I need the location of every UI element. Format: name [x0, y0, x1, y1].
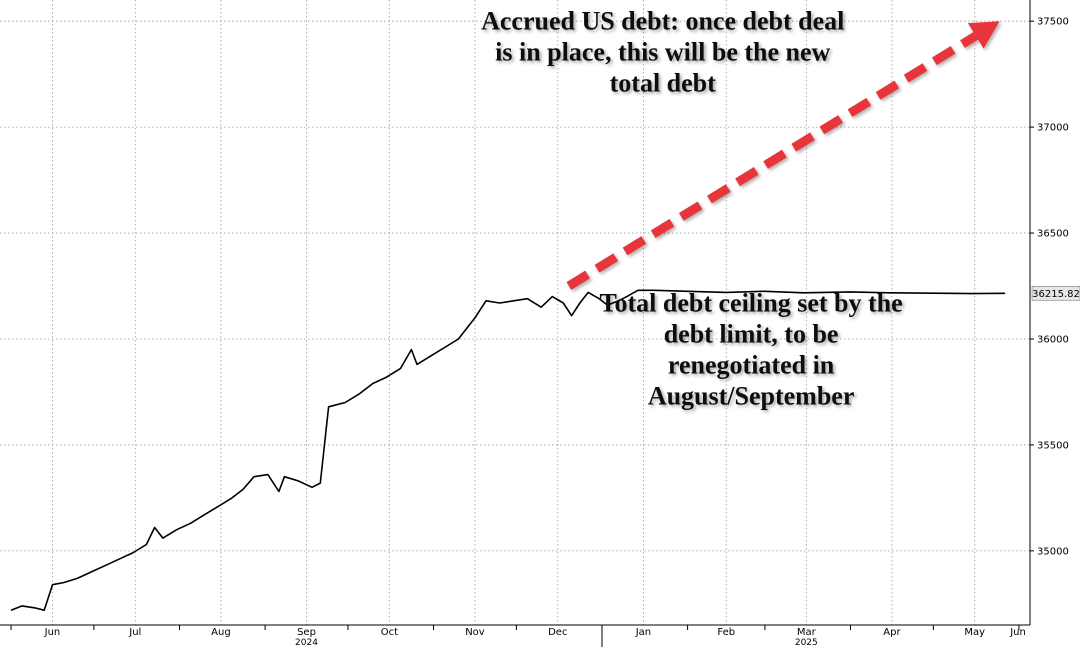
last-value-label: 36215.82 [1032, 289, 1080, 300]
annotation-debt-ceiling: Total debt ceiling set by the debt limit,… [600, 288, 903, 410]
y-tick-label: 35000 [1037, 546, 1069, 557]
annotation-line: August/September [648, 381, 855, 410]
x-tick-label: Apr [883, 627, 901, 638]
last-value-layer: 36215.82 [1031, 285, 1080, 301]
x-tick-label: Jul [128, 627, 141, 638]
y-tick-label: 37500 [1037, 17, 1069, 28]
debt-series-line [10, 289, 1006, 611]
projection-arrow-head [967, 21, 1000, 49]
annotation-accrued-debt: Accrued US debt: once debt deal is in pla… [481, 7, 844, 98]
x-tick-label: Jun [44, 627, 61, 638]
arrow-layer [566, 21, 1000, 290]
annotation-layer: Accrued US debt: once debt deal is in pla… [481, 7, 903, 411]
x-tick-label: Jun [1009, 627, 1026, 638]
x-tick-label: Oct [381, 627, 398, 638]
annotation-line: debt limit, to be [664, 319, 839, 348]
annotation-line: is in place, this will be the new [495, 38, 830, 67]
y-tick-label: 36000 [1037, 334, 1069, 345]
annotation-line: total debt [610, 69, 717, 98]
projection-arrow [566, 21, 1000, 290]
annotation-line: renegotiated in [668, 350, 835, 379]
x-year-label: 2025 [795, 638, 818, 647]
x-tick-label: May [964, 627, 985, 638]
annotation-line: Total debt ceiling set by the [600, 288, 903, 317]
grid-layer [0, 0, 1030, 625]
x-tick-label: Dec [548, 627, 567, 638]
y-tick-label: 35500 [1037, 440, 1069, 451]
x-tick-label: Jan [635, 627, 651, 638]
series-layer [10, 289, 1006, 611]
x-tick-label: Mar [797, 627, 817, 638]
y-tick-label: 36500 [1037, 229, 1069, 240]
x-tick-label: Aug [211, 627, 231, 638]
x-year-label: 2024 [295, 638, 318, 647]
projection-arrow-shaft [566, 32, 979, 290]
x-tick-label: Feb [717, 627, 735, 638]
y-tick-label: 37000 [1037, 123, 1069, 134]
annotation-line: Accrued US debt: once debt deal [481, 7, 844, 36]
x-tick-label: Sep [297, 627, 316, 638]
last-value-box [1031, 285, 1080, 301]
x-tick-label: Nov [465, 627, 485, 638]
